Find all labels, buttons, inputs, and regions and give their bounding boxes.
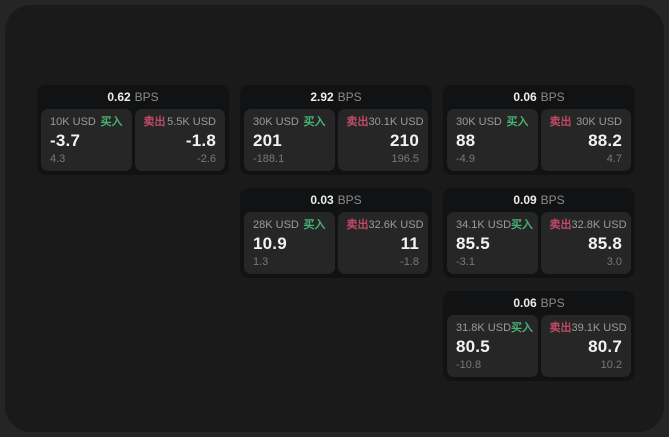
bps-value: 0.03 xyxy=(310,193,334,207)
buy-price: 80.5 xyxy=(456,336,490,356)
sell-amount: 39.1K USD xyxy=(571,322,627,334)
buy-price: 85.5 xyxy=(456,233,490,253)
buy-label: 买入 xyxy=(303,219,326,231)
sell-tile[interactable]: 卖出 30K USD 88.2 4.7 xyxy=(540,109,631,171)
buy-label: 买入 xyxy=(303,116,326,128)
bps-unit: BPS xyxy=(337,90,362,104)
buy-price: 88 xyxy=(456,130,476,150)
bps-unit: BPS xyxy=(337,193,362,207)
buy-tile[interactable]: 10K USD 买入 -3.7 4.3 xyxy=(41,109,132,171)
buy-delta: -10.8 xyxy=(456,359,482,371)
sell-label: 卖出 xyxy=(143,116,166,128)
sell-delta: -1.8 xyxy=(400,256,419,268)
buy-tile[interactable]: 34.1K USD 买入 85.5 -3.1 xyxy=(447,212,538,274)
sell-delta: 10.2 xyxy=(600,359,622,371)
bps-value: 2.92 xyxy=(310,90,334,104)
buy-price: 10.9 xyxy=(253,233,287,253)
sell-tile[interactable]: 卖出 30.1K USD 210 196.5 xyxy=(337,109,428,171)
card-header: 0.03 BPS xyxy=(240,188,432,212)
sell-label: 卖出 xyxy=(549,116,572,128)
quote-card[interactable]: 0.09 BPS 34.1K USD 买入 85.5 -3.1 卖出 32.8K… xyxy=(443,188,635,278)
sell-price: 88.2 xyxy=(588,130,622,150)
card-header: 2.92 BPS xyxy=(240,85,432,109)
sell-label: 卖出 xyxy=(346,116,369,128)
buy-amount: 28K USD xyxy=(253,219,299,231)
buy-label: 买入 xyxy=(511,322,534,334)
sell-tile[interactable]: 卖出 39.1K USD 80.7 10.2 xyxy=(540,315,631,377)
sell-delta: 3.0 xyxy=(606,256,622,268)
buy-delta: -188.1 xyxy=(253,153,285,165)
buy-price: 201 xyxy=(253,130,282,150)
sell-delta: -2.6 xyxy=(197,153,216,165)
buy-delta: -4.9 xyxy=(456,153,475,165)
sell-price: -1.8 xyxy=(185,130,216,150)
quote-card[interactable]: 0.06 BPS 30K USD 买入 88 -4.9 卖出 30K USD 8… xyxy=(443,85,635,175)
buy-amount: 10K USD xyxy=(50,116,96,128)
bps-unit: BPS xyxy=(540,296,565,310)
buy-delta: 4.3 xyxy=(50,153,66,165)
bps-value: 0.06 xyxy=(513,90,537,104)
bps-value: 0.09 xyxy=(513,193,537,207)
card-header: 0.06 BPS xyxy=(443,85,635,109)
sell-delta: 4.7 xyxy=(606,153,622,165)
quote-card[interactable]: 0.06 BPS 31.8K USD 买入 80.5 -10.8 卖出 39.1… xyxy=(443,291,635,381)
sell-label: 卖出 xyxy=(549,219,572,231)
buy-label: 买入 xyxy=(511,219,534,231)
bps-unit: BPS xyxy=(540,193,565,207)
sell-price: 210 xyxy=(390,130,419,150)
buy-delta: 1.3 xyxy=(253,256,269,268)
bps-value: 0.62 xyxy=(107,90,131,104)
quotes-board: 0.62 BPS 10K USD 买入 -3.7 4.3 卖出 5.5K USD… xyxy=(5,5,664,432)
sell-amount: 5.5K USD xyxy=(167,116,216,128)
buy-tile[interactable]: 30K USD 买入 201 -188.1 xyxy=(244,109,335,171)
buy-tile[interactable]: 31.8K USD 买入 80.5 -10.8 xyxy=(447,315,538,377)
sell-amount: 30K USD xyxy=(576,116,622,128)
buy-tile[interactable]: 28K USD 买入 10.9 1.3 xyxy=(244,212,335,274)
buy-amount: 30K USD xyxy=(253,116,299,128)
sell-amount: 30.1K USD xyxy=(368,116,424,128)
bps-unit: BPS xyxy=(134,90,159,104)
sell-amount: 32.8K USD xyxy=(571,219,627,231)
card-header: 0.09 BPS xyxy=(443,188,635,212)
sell-label: 卖出 xyxy=(549,322,572,334)
bps-unit: BPS xyxy=(540,90,565,104)
buy-amount: 31.8K USD xyxy=(456,322,512,334)
card-header: 0.06 BPS xyxy=(443,291,635,315)
sell-tile[interactable]: 卖出 32.8K USD 85.8 3.0 xyxy=(540,212,631,274)
quote-card[interactable]: 0.03 BPS 28K USD 买入 10.9 1.3 卖出 32.6K US… xyxy=(240,188,432,278)
buy-amount: 30K USD xyxy=(456,116,502,128)
sell-price: 80.7 xyxy=(588,336,622,356)
buy-delta: -3.1 xyxy=(456,256,475,268)
buy-tile[interactable]: 30K USD 买入 88 -4.9 xyxy=(447,109,538,171)
sell-tile[interactable]: 卖出 5.5K USD -1.8 -2.6 xyxy=(134,109,225,171)
buy-amount: 34.1K USD xyxy=(456,219,512,231)
bps-value: 0.06 xyxy=(513,296,537,310)
sell-tile[interactable]: 卖出 32.6K USD 11 -1.8 xyxy=(337,212,428,274)
buy-price: -3.7 xyxy=(50,130,81,150)
sell-amount: 32.6K USD xyxy=(368,219,424,231)
quote-card[interactable]: 2.92 BPS 30K USD 买入 201 -188.1 卖出 30.1K … xyxy=(240,85,432,175)
buy-label: 买入 xyxy=(100,116,123,128)
card-header: 0.62 BPS xyxy=(37,85,229,109)
quote-card[interactable]: 0.62 BPS 10K USD 买入 -3.7 4.3 卖出 5.5K USD… xyxy=(37,85,229,175)
sell-price: 11 xyxy=(400,233,419,253)
sell-delta: 196.5 xyxy=(391,153,419,165)
sell-label: 卖出 xyxy=(346,219,369,231)
sell-price: 85.8 xyxy=(588,233,622,253)
buy-label: 买入 xyxy=(506,116,529,128)
